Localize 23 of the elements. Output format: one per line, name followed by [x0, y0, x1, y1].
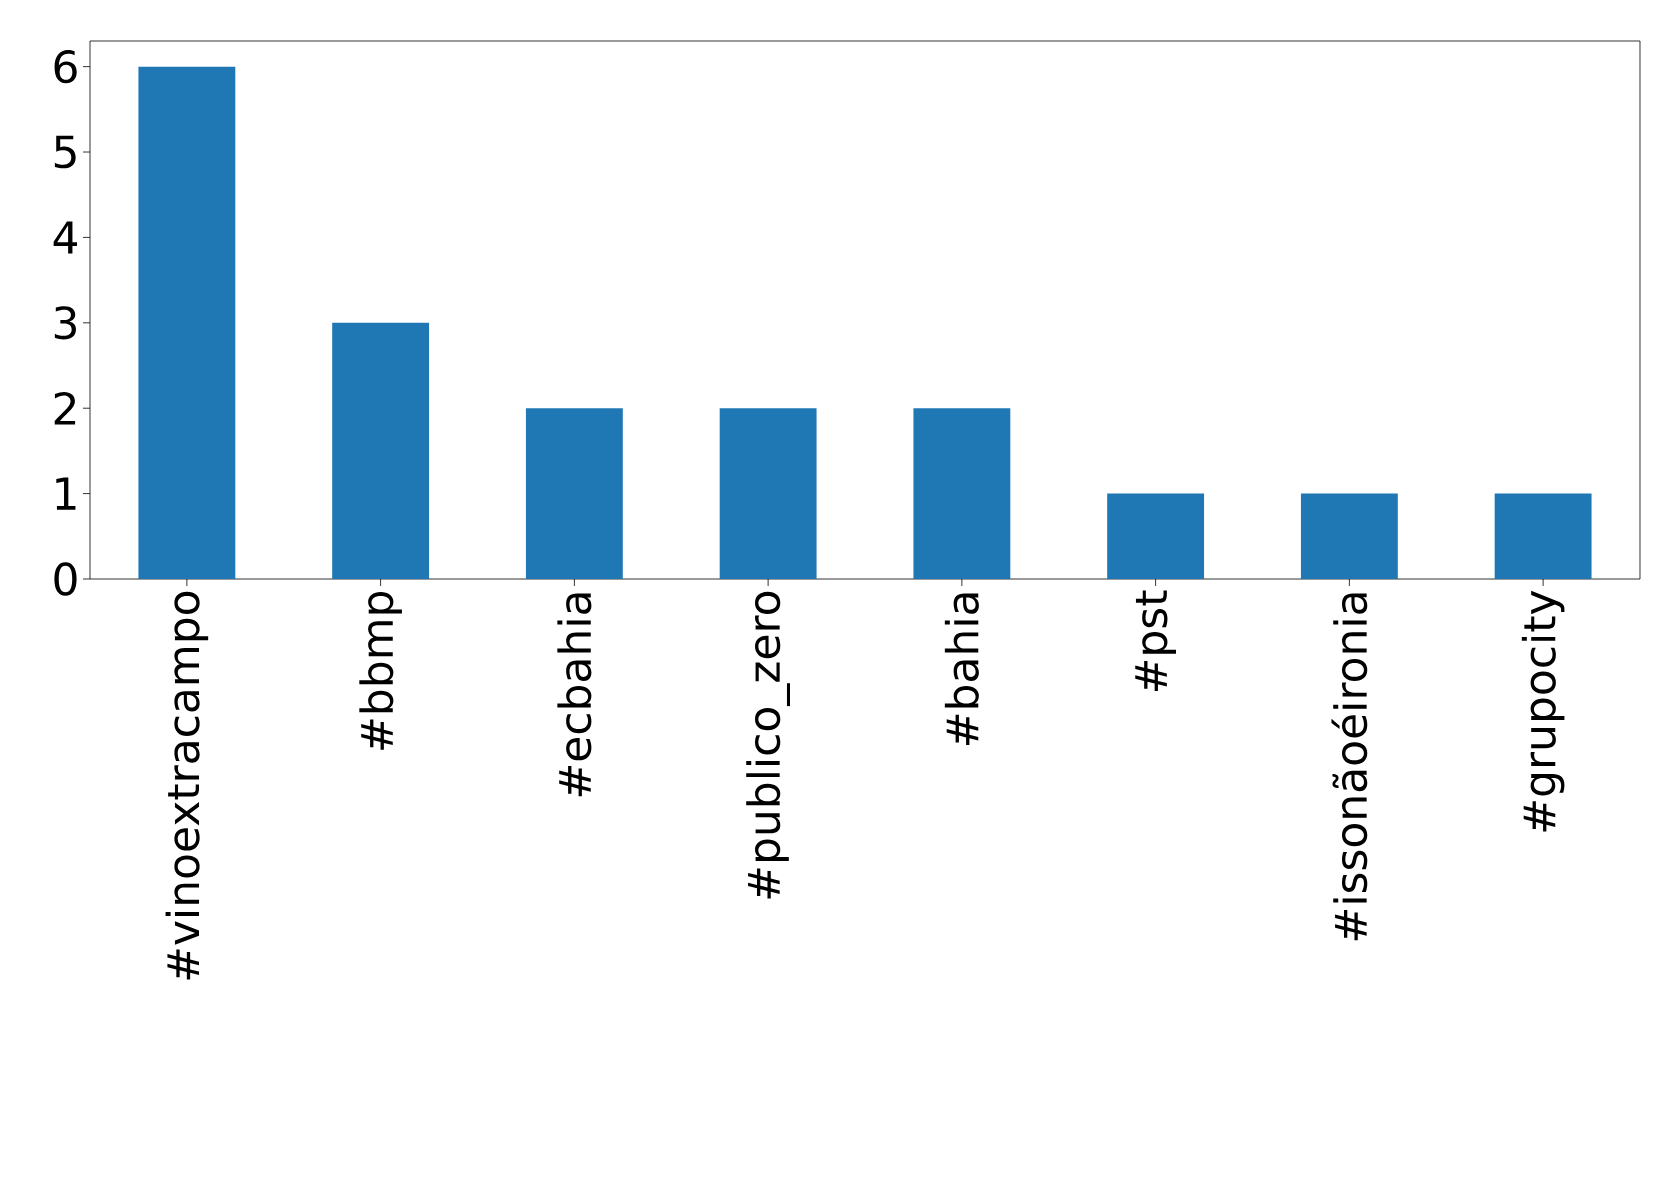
x-tick-label: #issonãoéironia	[1331, 593, 1368, 941]
x-tick-label: #vinoextracampo	[165, 591, 209, 980]
bar	[332, 322, 430, 580]
y-tick-label: 3	[54, 306, 76, 340]
x-tick-label: #pst	[1135, 590, 1176, 692]
y-tick-label: 2	[54, 391, 76, 425]
y-tick-label: 1	[56, 477, 76, 510]
x-tick-label: #publico_zero	[746, 591, 791, 899]
bar	[1300, 493, 1398, 580]
y-tick-label: 0	[54, 562, 77, 596]
bar	[525, 408, 623, 580]
bar	[719, 408, 817, 580]
bar	[913, 408, 1011, 580]
bar	[1494, 493, 1592, 580]
y-tick-label: 5	[54, 135, 76, 169]
bar	[1107, 493, 1205, 580]
x-tick-label: #ecbahia	[557, 593, 592, 797]
x-tick-label: #bbmp	[359, 591, 402, 750]
x-tick-label: #grupocity	[1521, 590, 1565, 832]
y-tick-label: 4	[53, 221, 78, 254]
y-tick-label: 6	[54, 49, 77, 84]
bar	[138, 66, 236, 580]
x-tick-label: #bahia	[944, 593, 979, 745]
